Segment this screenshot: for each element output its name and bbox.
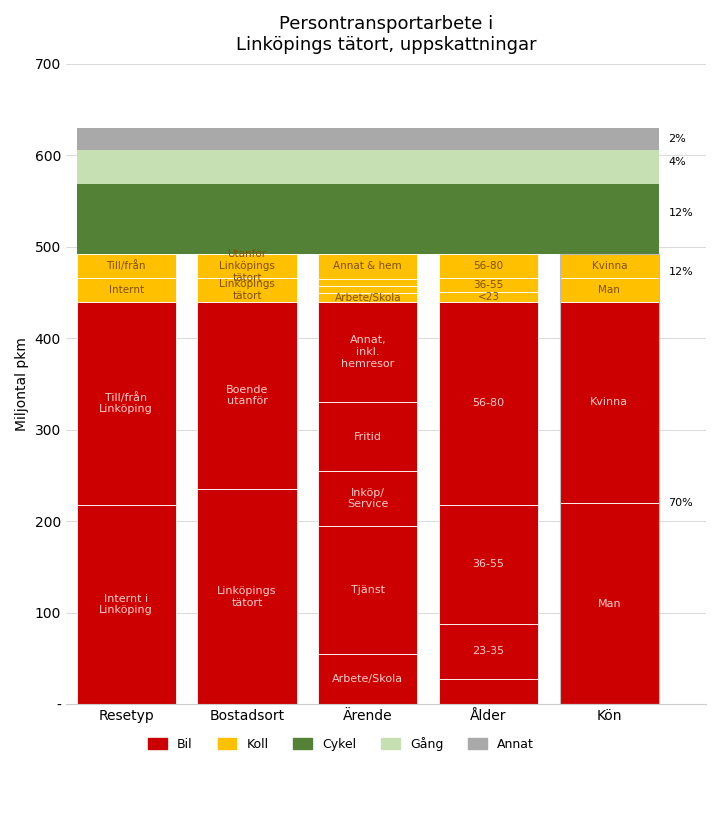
Bar [439,292,538,301]
Text: 70%: 70% [668,498,694,508]
Bar [439,505,538,624]
Text: Boende
utanför: Boende utanför [226,385,268,406]
Text: Annat & hem: Annat & hem [334,261,402,271]
Text: 12%: 12% [668,208,694,218]
Bar [318,278,417,286]
Y-axis label: Miljontal pkm: Miljontal pkm [15,337,29,431]
Bar [439,254,538,278]
Text: 36-55: 36-55 [472,559,505,569]
Bar [76,150,659,184]
Text: 4%: 4% [668,156,686,166]
Text: Arbete/Skola: Arbete/Skola [332,674,403,684]
Bar [318,654,417,704]
Text: Internt i
Linköping: Internt i Linköping [99,594,153,615]
Text: <23: <23 [477,292,500,301]
Bar [76,278,176,301]
Bar [559,254,659,704]
Bar [318,526,417,654]
Bar [559,254,659,278]
Bar [439,679,538,704]
Bar [76,254,176,278]
Text: Linköpings
tätort: Linköpings tätort [217,586,277,608]
Bar [76,128,659,150]
Bar [76,301,176,505]
Text: Inköp/
Service: Inköp/ Service [347,487,389,509]
Text: Fritid: Fritid [354,432,382,441]
Bar [439,278,538,292]
Bar [198,254,296,278]
Text: 23-35: 23-35 [472,646,505,656]
Text: Utanför
Linköpings
tätort: Utanför Linköpings tätort [219,249,275,283]
Text: Annat,
inkl.
hemresor: Annat, inkl. hemresor [341,336,394,369]
Legend: Bil, Koll, Cykel, Gång, Annat: Bil, Koll, Cykel, Gång, Annat [143,732,539,756]
Text: 56-80: 56-80 [472,398,505,408]
Bar [439,624,538,679]
Bar [318,471,417,526]
Bar [318,293,417,301]
Text: Kvinna: Kvinna [592,261,627,271]
Bar [318,402,417,471]
Bar [318,254,417,278]
Title: Persontransportarbete i
Linköpings tätort, uppskattningar: Persontransportarbete i Linköpings tätor… [236,15,536,54]
Bar [198,301,296,489]
Text: Linköpings
tätort: Linköpings tätort [219,279,275,301]
Text: Man: Man [598,285,620,295]
Bar [559,301,659,503]
Text: Man: Man [598,599,622,609]
Bar [76,184,659,254]
Text: 36-55: 36-55 [474,280,504,290]
Bar [439,301,538,505]
Bar [198,489,296,704]
Bar [198,278,296,301]
Text: 56-80: 56-80 [474,261,504,271]
Text: 12%: 12% [668,267,694,278]
Text: 2%: 2% [668,133,686,144]
Text: Till/från
Linköping: Till/från Linköping [99,392,153,414]
Text: Tjänst: Tjänst [351,585,385,595]
Text: Till/från: Till/från [107,260,146,271]
Bar [318,301,417,402]
Text: Internt: Internt [109,285,143,295]
Bar [318,286,417,293]
Bar [559,278,659,301]
Bar [559,503,659,704]
Bar [76,505,176,704]
Text: Kvinna: Kvinna [590,397,629,407]
Text: Arbete/Skola: Arbete/Skola [335,292,401,302]
